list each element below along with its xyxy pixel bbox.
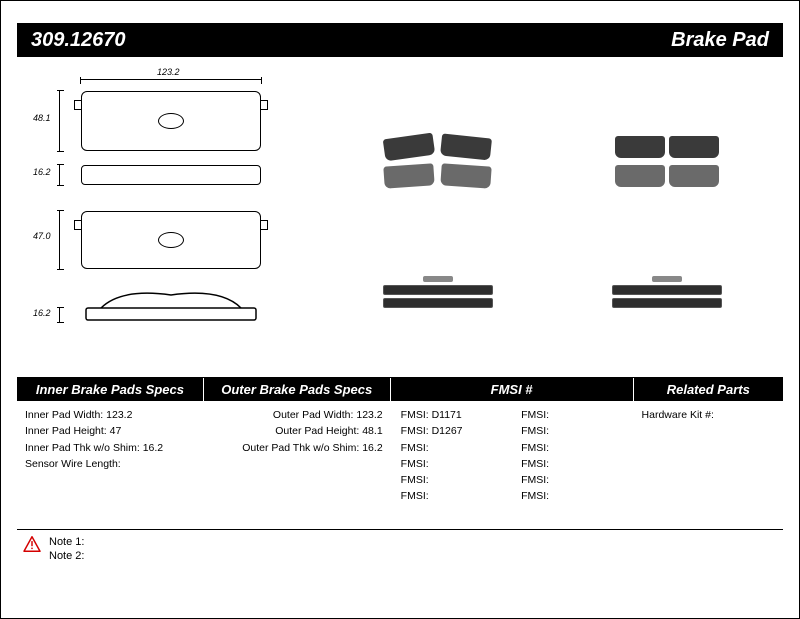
spec-line: Inner Pad Thk w/o Shim: 16.2: [25, 440, 196, 456]
spec-label: FMSI:: [521, 474, 549, 486]
part-number: 309.12670: [31, 29, 126, 52]
related-title: Related Parts: [634, 378, 783, 401]
spec-label: FMSI:: [401, 442, 429, 454]
spec-label: FMSI:: [521, 490, 549, 502]
header-bar: 309.12670 Brake Pad: [17, 23, 783, 57]
photo-four-face: [562, 103, 771, 223]
fmsi-line: FMSI:: [521, 488, 623, 504]
dim-line: [59, 91, 60, 151]
diagram-area: 123.2 48.1 16.2 47.0: [1, 57, 799, 377]
spec-label: FMSI:: [521, 442, 549, 454]
warning-icon: [23, 536, 41, 552]
fmsi-line: FMSI: D1171: [401, 407, 503, 423]
photo-side-view-2: [562, 233, 771, 353]
note-2: Note 2:: [49, 550, 84, 562]
spec-label: FMSI:: [401, 490, 429, 502]
dim-line: [59, 165, 60, 185]
spec-value: D1171: [432, 409, 462, 421]
spec-value: 123.2: [106, 409, 132, 421]
spec-value: 16.2: [362, 442, 382, 454]
technical-drawing: 123.2 48.1 16.2 47.0: [29, 73, 309, 369]
inner-specs-body: Inner Pad Width: 123.2 Inner Pad Height:…: [17, 401, 204, 478]
part-type: Brake Pad: [671, 29, 769, 52]
spec-label: FMSI:: [401, 458, 429, 470]
note-lines: Note 1: Note 2:: [49, 536, 84, 562]
fmsi-line: FMSI:: [521, 472, 623, 488]
inner-pad-face: [81, 211, 261, 269]
fmsi-line: FMSI:: [521, 423, 623, 439]
outer-pad-side: [81, 165, 261, 185]
spec-label: Outer Pad Thk w/o Shim:: [242, 442, 359, 454]
dim-inner-height: 47.0: [33, 231, 51, 241]
spec-line: Outer Pad Width: 123.2: [212, 407, 383, 423]
dim-width: 123.2: [157, 67, 180, 77]
spec-label: FMSI:: [521, 409, 549, 421]
inner-pad-side: [81, 283, 261, 326]
fmsi-line: FMSI:: [401, 472, 503, 488]
spec-label: Inner Pad Thk w/o Shim:: [25, 442, 140, 454]
fmsi-line: FMSI:: [401, 440, 503, 456]
spec-line: Hardware Kit #:: [642, 407, 775, 423]
note-label: Note 2:: [49, 550, 84, 562]
fmsi-title: FMSI #: [391, 378, 634, 401]
inner-specs-col: Inner Brake Pads Specs Inner Pad Width: …: [17, 378, 204, 511]
dim-outer-thk: 16.2: [33, 167, 51, 177]
spec-label: Sensor Wire Length:: [25, 458, 121, 470]
note-1: Note 1:: [49, 536, 84, 548]
spec-label: FMSI:: [401, 409, 429, 421]
spec-label: FMSI:: [521, 425, 549, 437]
fmsi-line: FMSI:: [521, 407, 623, 423]
fmsi-line: FMSI:: [521, 456, 623, 472]
outer-specs-col: Outer Brake Pads Specs Outer Pad Width: …: [204, 378, 391, 511]
spec-line: Sensor Wire Length:: [25, 456, 196, 472]
spec-value: 16.2: [143, 442, 163, 454]
spec-value: 123.2: [356, 409, 382, 421]
related-body: Hardware Kit #:: [634, 401, 783, 429]
spec-line: Outer Pad Thk w/o Shim: 16.2: [212, 440, 383, 456]
spec-line: Inner Pad Height: 47: [25, 423, 196, 439]
photo-area: [333, 73, 771, 369]
outer-specs-body: Outer Pad Width: 123.2 Outer Pad Height:…: [204, 401, 391, 462]
fmsi-line: FMSI:: [521, 440, 623, 456]
outer-pad-face: [81, 91, 261, 151]
spec-label: FMSI:: [401, 425, 429, 437]
fmsi-col: FMSI # FMSI: D1171 FMSI: D1267 FMSI: FMS…: [391, 378, 634, 511]
spec-line: Inner Pad Width: 123.2: [25, 407, 196, 423]
dim-line: [81, 79, 261, 80]
outer-specs-title: Outer Brake Pads Specs: [204, 378, 391, 401]
spec-label: Hardware Kit #:: [642, 409, 714, 421]
dim-inner-thk: 16.2: [33, 308, 51, 318]
photo-angled-pair: [333, 103, 542, 223]
spec-label: Outer Pad Width:: [273, 409, 354, 421]
spec-value: 48.1: [362, 425, 382, 437]
spec-label: Inner Pad Height:: [25, 425, 107, 437]
spec-value: 47: [110, 425, 122, 437]
specs-row: Inner Brake Pads Specs Inner Pad Width: …: [17, 377, 783, 511]
fmsi-line: FMSI:: [401, 488, 503, 504]
fmsi-line: FMSI: D1267: [401, 423, 503, 439]
inner-specs-title: Inner Brake Pads Specs: [17, 378, 204, 401]
spec-label: FMSI:: [401, 474, 429, 486]
notes-row: Note 1: Note 2:: [17, 529, 783, 568]
spec-label: Inner Pad Width:: [25, 409, 103, 421]
dim-outer-height: 48.1: [33, 113, 51, 123]
spec-label: Outer Pad Height:: [275, 425, 359, 437]
spec-label: FMSI:: [521, 458, 549, 470]
dim-line: [59, 308, 60, 322]
note-label: Note 1:: [49, 536, 84, 548]
fmsi-line: FMSI:: [401, 456, 503, 472]
dim-line: [59, 211, 60, 269]
spec-value: D1267: [432, 425, 463, 437]
fmsi-body: FMSI: D1171 FMSI: D1267 FMSI: FMSI: FMSI…: [391, 401, 634, 511]
spec-line: Outer Pad Height: 48.1: [212, 423, 383, 439]
related-col: Related Parts Hardware Kit #:: [634, 378, 783, 511]
photo-side-view-1: [333, 233, 542, 353]
